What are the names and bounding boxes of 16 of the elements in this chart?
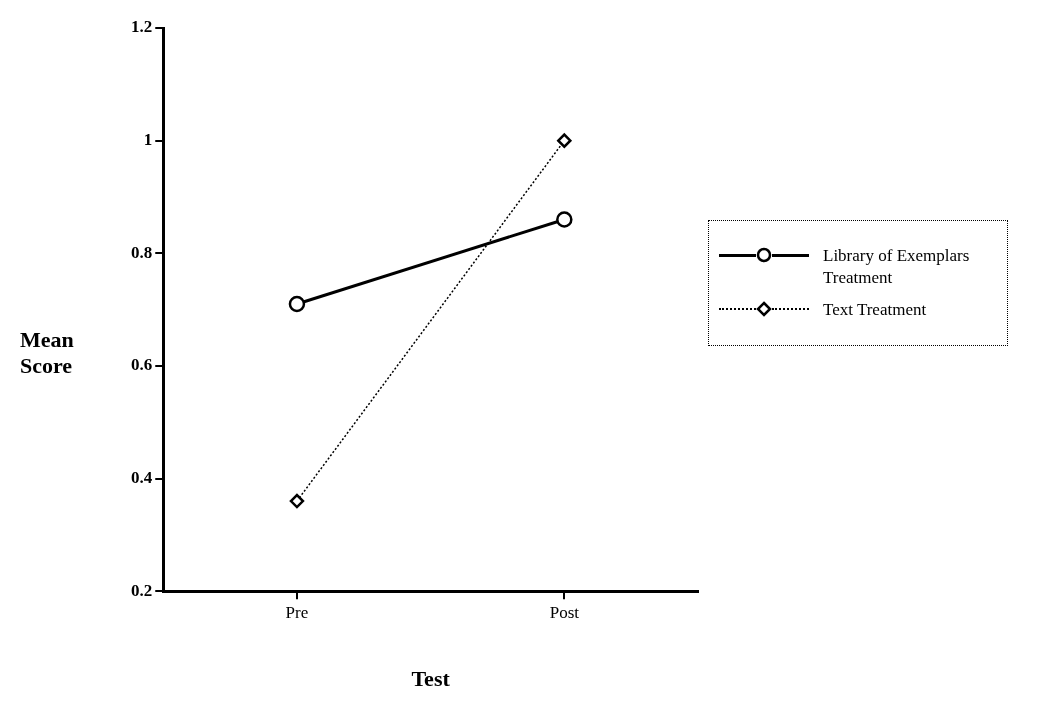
x-tick-label: Pre xyxy=(285,602,309,622)
y-tick-label: 0.8 xyxy=(131,242,153,262)
y-tick-label: 0.6 xyxy=(131,355,153,375)
y-tick-label: 0.4 xyxy=(131,467,153,487)
legend-label: Library of Exemplars Treatment xyxy=(823,245,971,289)
point xyxy=(289,493,305,509)
y-tick-label: 1.2 xyxy=(131,17,153,37)
point xyxy=(288,295,306,313)
y-tick-label: 0.2 xyxy=(131,580,153,600)
y-axis-title: Mean Score xyxy=(20,327,75,379)
x-axis-title: Test xyxy=(411,666,451,692)
x-tick-label: Post xyxy=(549,602,580,622)
point xyxy=(557,133,572,148)
y-tick-label: 1 xyxy=(143,130,153,150)
point xyxy=(556,211,573,228)
legend-label: Text Treatment xyxy=(823,299,928,321)
